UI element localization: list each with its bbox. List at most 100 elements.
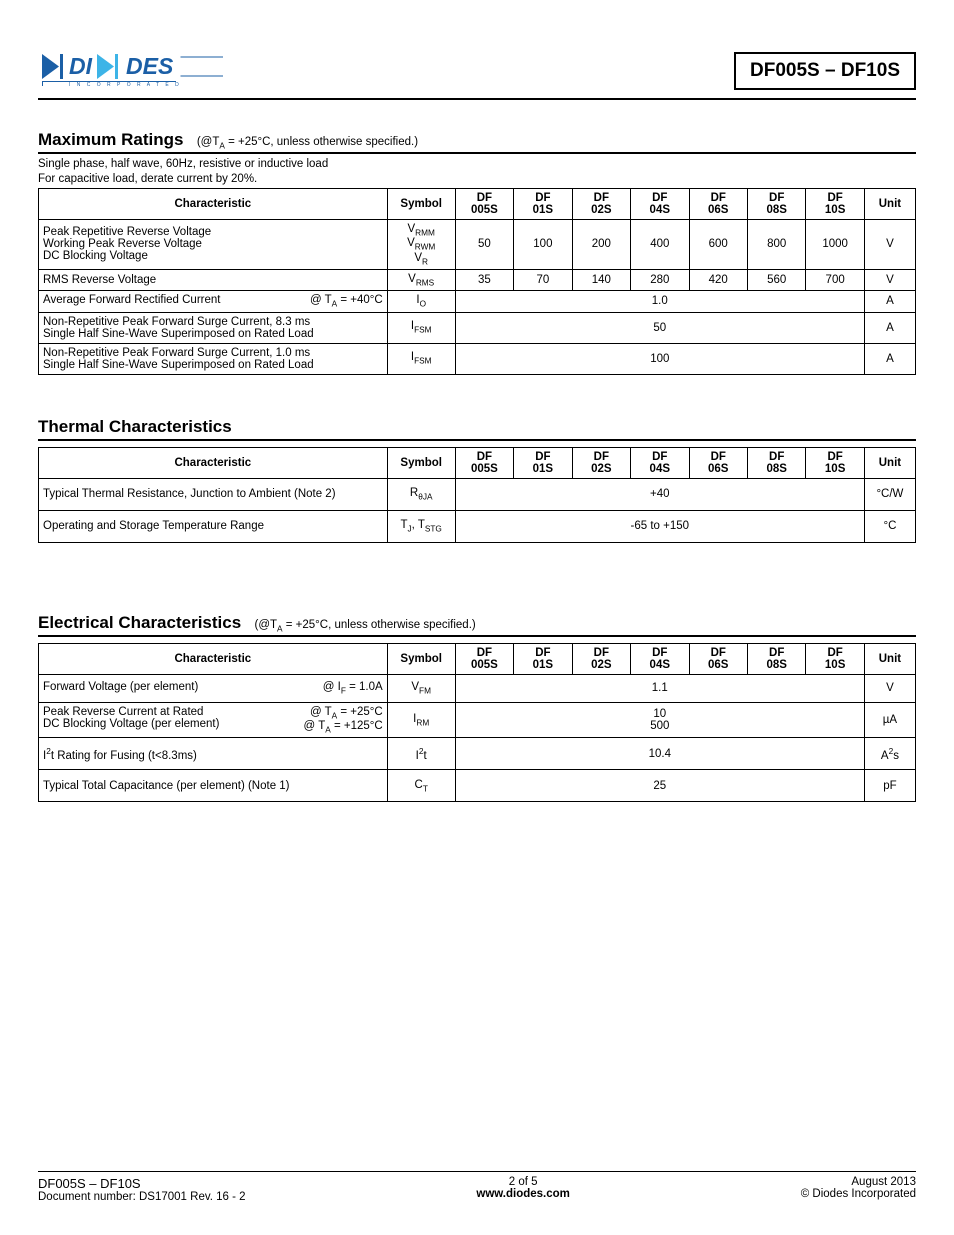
cell-unit: A — [864, 343, 915, 374]
cell-symbol: RθJA — [387, 478, 455, 510]
cell-symbol: IFSM — [387, 343, 455, 374]
table-row: I2t Rating for Fusing (t<8.3ms) I2t 10.4… — [39, 738, 916, 770]
page-footer: DF005S – DF10S Document number: DS17001 … — [38, 1171, 916, 1203]
cell-symbol: VRMS — [387, 269, 455, 290]
cell-value: 1.1 — [455, 674, 864, 702]
table-row: Typical Thermal Resistance, Junction to … — [39, 478, 916, 510]
col-df005s: DF005S — [455, 189, 513, 220]
cell-characteristic: Peak Repetitive Reverse Voltage Working … — [39, 220, 388, 270]
maximum-ratings-heading: Maximum Ratings — [38, 130, 183, 149]
col-df10s: DF10S — [806, 189, 864, 220]
svg-text:DI: DI — [69, 53, 93, 79]
col-unit: Unit — [864, 643, 915, 674]
table-header-row: Characteristic Symbol DF005S DF01S DF02S… — [39, 447, 916, 478]
section-thermal-title: Thermal Characteristics — [38, 417, 916, 441]
footer-right: August 2013 © Diodes Incorporated — [801, 1176, 916, 1203]
cell-value: 25 — [455, 770, 864, 802]
cell-characteristic: Peak Reverse Current at Rated DC Blockin… — [39, 702, 388, 738]
col-unit: Unit — [864, 189, 915, 220]
cell-unit: µA — [864, 702, 915, 738]
table-header-row: Characteristic Symbol DF005S DF01S DF02S… — [39, 189, 916, 220]
cell-value: 70 — [514, 269, 572, 290]
cell-value: 1.0 — [455, 291, 864, 312]
cell-value: 600 — [689, 220, 747, 270]
electrical-table: Characteristic Symbol DF005S DF01S DF02S… — [38, 643, 916, 803]
table-row: Non-Repetitive Peak Forward Surge Curren… — [39, 312, 916, 343]
col-df08s: DF08S — [747, 189, 805, 220]
cell-unit: A — [864, 291, 915, 312]
col-df01s: DF01S — [514, 643, 572, 674]
header-rule — [38, 98, 916, 100]
maximum-ratings-conditions: (@TA = +25°C, unless otherwise specified… — [197, 136, 418, 148]
section-electrical-title: Electrical Characteristics (@TA = +25°C,… — [38, 613, 916, 637]
cell-unit: A — [864, 312, 915, 343]
cell-value: 200 — [572, 220, 630, 270]
col-characteristic: Characteristic — [39, 643, 388, 674]
cell-characteristic: Non-Repetitive Peak Forward Surge Curren… — [39, 312, 388, 343]
table-row: Average Forward Rectified Current @ TA =… — [39, 291, 916, 312]
table-row: Forward Voltage (per element) @ IF = 1.0… — [39, 674, 916, 702]
cell-characteristic: RMS Reverse Voltage — [39, 269, 388, 290]
cell-characteristic: Typical Total Capacitance (per element) … — [39, 770, 388, 802]
cell-symbol: IO — [387, 291, 455, 312]
cell-value: 10.4 — [455, 738, 864, 770]
cell-symbol: TJ, TSTG — [387, 510, 455, 542]
cell-unit: V — [864, 674, 915, 702]
cell-value: +40 — [455, 478, 864, 510]
cell-unit: A2s — [864, 738, 915, 770]
col-symbol: Symbol — [387, 189, 455, 220]
datasheet-page: DI DES I N C O R P O R A T E D DF005S – … — [0, 0, 954, 1235]
col-df04s: DF04S — [631, 643, 689, 674]
footer-page-number: 2 of 5 — [476, 1176, 570, 1188]
col-df04s: DF04S — [631, 189, 689, 220]
col-df02s: DF02S — [572, 447, 630, 478]
maximum-ratings-notes: Single phase, half wave, 60Hz, resistive… — [38, 157, 916, 186]
footer-left: DF005S – DF10S Document number: DS17001 … — [38, 1176, 246, 1203]
col-df06s: DF06S — [689, 189, 747, 220]
cell-unit: °C — [864, 510, 915, 542]
col-characteristic: Characteristic — [39, 447, 388, 478]
thermal-table: Characteristic Symbol DF005S DF01S DF02S… — [38, 447, 916, 543]
col-df08s: DF08S — [747, 447, 805, 478]
section-maximum-ratings-title: Maximum Ratings (@TA = +25°C, unless oth… — [38, 130, 916, 154]
cell-value: 100 — [514, 220, 572, 270]
maximum-ratings-table: Characteristic Symbol DF005S DF01S DF02S… — [38, 188, 916, 374]
cell-characteristic: Typical Thermal Resistance, Junction to … — [39, 478, 388, 510]
cell-value: 50 — [455, 220, 513, 270]
cell-symbol: VRMM VRWM VR — [387, 220, 455, 270]
note-line-1: Single phase, half wave, 60Hz, resistive… — [38, 157, 916, 171]
cell-characteristic: I2t Rating for Fusing (t<8.3ms) — [39, 738, 388, 770]
col-df04s: DF04S — [631, 447, 689, 478]
diodes-logo-svg: DI DES I N C O R P O R A T E D — [38, 50, 223, 92]
col-df02s: DF02S — [572, 643, 630, 674]
col-symbol: Symbol — [387, 447, 455, 478]
cell-value: 700 — [806, 269, 864, 290]
cell-value: 420 — [689, 269, 747, 290]
col-df005s: DF005S — [455, 447, 513, 478]
cell-characteristic: Forward Voltage (per element) @ IF = 1.0… — [39, 674, 388, 702]
table-row: Peak Repetitive Reverse Voltage Working … — [39, 220, 916, 270]
electrical-conditions: (@TA = +25°C, unless otherwise specified… — [255, 619, 476, 631]
page-header: DI DES I N C O R P O R A T E D DF005S – … — [38, 50, 916, 92]
col-unit: Unit — [864, 447, 915, 478]
cell-symbol: CT — [387, 770, 455, 802]
svg-text:DES: DES — [126, 53, 174, 79]
cell-value: 35 — [455, 269, 513, 290]
col-df10s: DF10S — [806, 447, 864, 478]
cell-unit: V — [864, 269, 915, 290]
col-df10s: DF10S — [806, 643, 864, 674]
table-row: Peak Reverse Current at Rated DC Blockin… — [39, 702, 916, 738]
logo-subtitle: I N C O R P O R A T E D — [69, 82, 181, 88]
footer-part-range: DF005S – DF10S — [38, 1176, 246, 1191]
table-row: RMS Reverse Voltage VRMS 35 70 140 280 4… — [39, 269, 916, 290]
company-logo: DI DES I N C O R P O R A T E D — [38, 50, 223, 92]
col-df06s: DF06S — [689, 447, 747, 478]
cell-value: 1000 — [806, 220, 864, 270]
cell-value: 100 — [455, 343, 864, 374]
cell-symbol: IRM — [387, 702, 455, 738]
col-df01s: DF01S — [514, 189, 572, 220]
part-number-box: DF005S – DF10S — [734, 52, 916, 90]
col-df02s: DF02S — [572, 189, 630, 220]
cell-value: 400 — [631, 220, 689, 270]
footer-url: www.diodes.com — [476, 1188, 570, 1200]
